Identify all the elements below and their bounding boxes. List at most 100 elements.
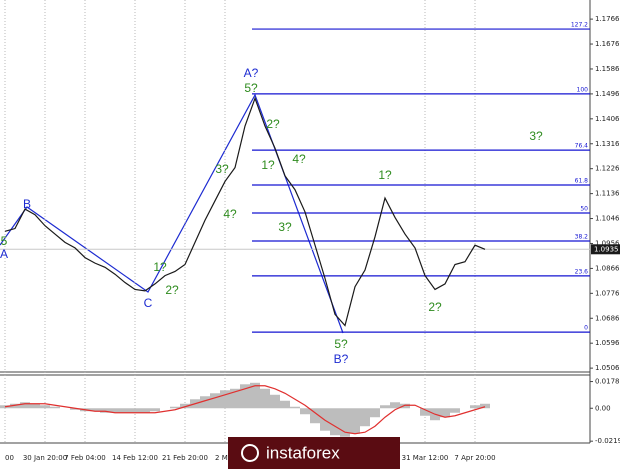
histogram-bar [420,408,430,416]
y-tick-label: 1.1226 [595,165,620,173]
histogram-bar [370,408,380,418]
histogram-bar [450,408,460,413]
y-tick-label: 0.00 [595,404,611,412]
histogram-bar [310,408,320,424]
histogram-bar [200,396,210,409]
y-tick-label: 1.1136 [595,190,620,198]
histogram-bar [220,390,230,409]
histogram-bar [110,408,120,413]
wave-label: 1? [378,168,392,182]
histogram-bar [390,402,400,409]
fib-label: 50 [580,206,588,213]
y-tick-label: 0.01782 [595,378,620,386]
x-tick-label: 21 Feb 20:00 [162,454,208,462]
histogram-bar [70,408,80,410]
x-tick-label: 00 [5,454,14,462]
fib-label: 0 [584,325,588,332]
y-tick-label: 1.0956 [595,239,620,247]
y-tick-label: 1.1496 [595,90,620,98]
wave-label: 2? [165,283,179,297]
fib-label: 61.8 [575,178,589,185]
fib-label: 127.2 [571,22,588,29]
wave-label: 4? [223,207,237,221]
histogram-bar [130,408,140,413]
last-price-box [591,244,620,255]
wave-label: 2? [428,300,442,314]
x-tick-label: 14 Feb 12:00 [112,454,158,462]
histogram-bar [240,384,250,409]
histogram-bar [100,408,110,413]
histogram-bar [120,408,130,413]
histogram-bar [400,403,410,409]
wave-label: 5 [1,234,8,248]
y-tick-label: 1.1316 [595,140,620,148]
x-tick-label: 31 Mar 12:00 [402,454,449,462]
wave-label: C [144,296,153,310]
histogram-bar [330,408,340,436]
histogram-bar [230,388,240,409]
y-tick-label: 1.1046 [595,215,620,223]
wave-label: 1? [153,260,167,274]
y-tick-label: 1.1766 [595,15,620,23]
wave-label: B [23,197,31,211]
histogram-bar [50,406,60,409]
wave-label: 3? [278,220,292,234]
histogram-bar [440,408,450,418]
wave-label: 5? [244,81,258,95]
fib-label: 100 [577,86,589,93]
fib-label: 38.2 [575,233,589,240]
histogram-bar [250,382,260,409]
histogram-bar [30,403,40,409]
x-tick-label: 7 Feb 04:00 [64,454,105,462]
histogram-bar [140,408,150,413]
histogram-bar [380,405,390,409]
price-line [4,96,486,327]
y-tick-label: 1.0506 [595,364,620,372]
x-tick-label: 7 Apr 20:00 [454,454,495,462]
wave-label: A [0,247,8,261]
y-tick-label: -0.02198 [595,437,620,445]
histogram-bar [170,406,180,409]
wave-label: A? [244,66,259,80]
fib-label: 76.4 [575,143,589,150]
y-tick-label: 1.1406 [595,115,620,123]
histogram-bar [350,408,360,434]
wave-label: 5? [334,337,348,351]
wave-label: 2? [266,117,280,131]
y-tick-label: 1.0596 [595,339,620,347]
x-tick-label: 2 Mar [215,454,235,462]
logo-box [228,437,400,469]
wave-label: 1? [261,158,275,172]
y-tick-label: 1.0776 [595,289,620,297]
histogram-bar [10,403,20,409]
histogram-bar [150,408,160,412]
y-tick-label: 1.0686 [595,314,620,322]
histogram-bar [360,408,370,427]
logo-text: instaforex [266,443,340,462]
wave-label: 3? [529,129,543,143]
histogram-bar [90,408,100,412]
histogram-bar [290,406,300,409]
histogram-bar [270,394,280,409]
histogram-bar [180,403,190,409]
x-tick-label: 30 Jan 20:00 [23,454,67,462]
y-tick-label: 1.0866 [595,264,620,272]
wave-label: 3? [215,162,229,176]
histogram-bar [260,388,270,409]
histogram-bar [20,402,30,409]
histogram-bar [340,408,350,437]
last-price-label: 1.0935 [594,245,619,253]
wave-label: B? [334,352,349,366]
logo-icon [241,444,259,462]
wave-label: 4? [292,152,306,166]
fib-label: 23.6 [575,268,589,275]
histogram-bar [470,405,480,409]
histogram-bar [40,405,50,409]
signal-line [4,385,486,435]
histogram-bar [210,393,220,409]
y-tick-label: 1.1586 [595,65,620,73]
histogram-bar [480,403,490,409]
